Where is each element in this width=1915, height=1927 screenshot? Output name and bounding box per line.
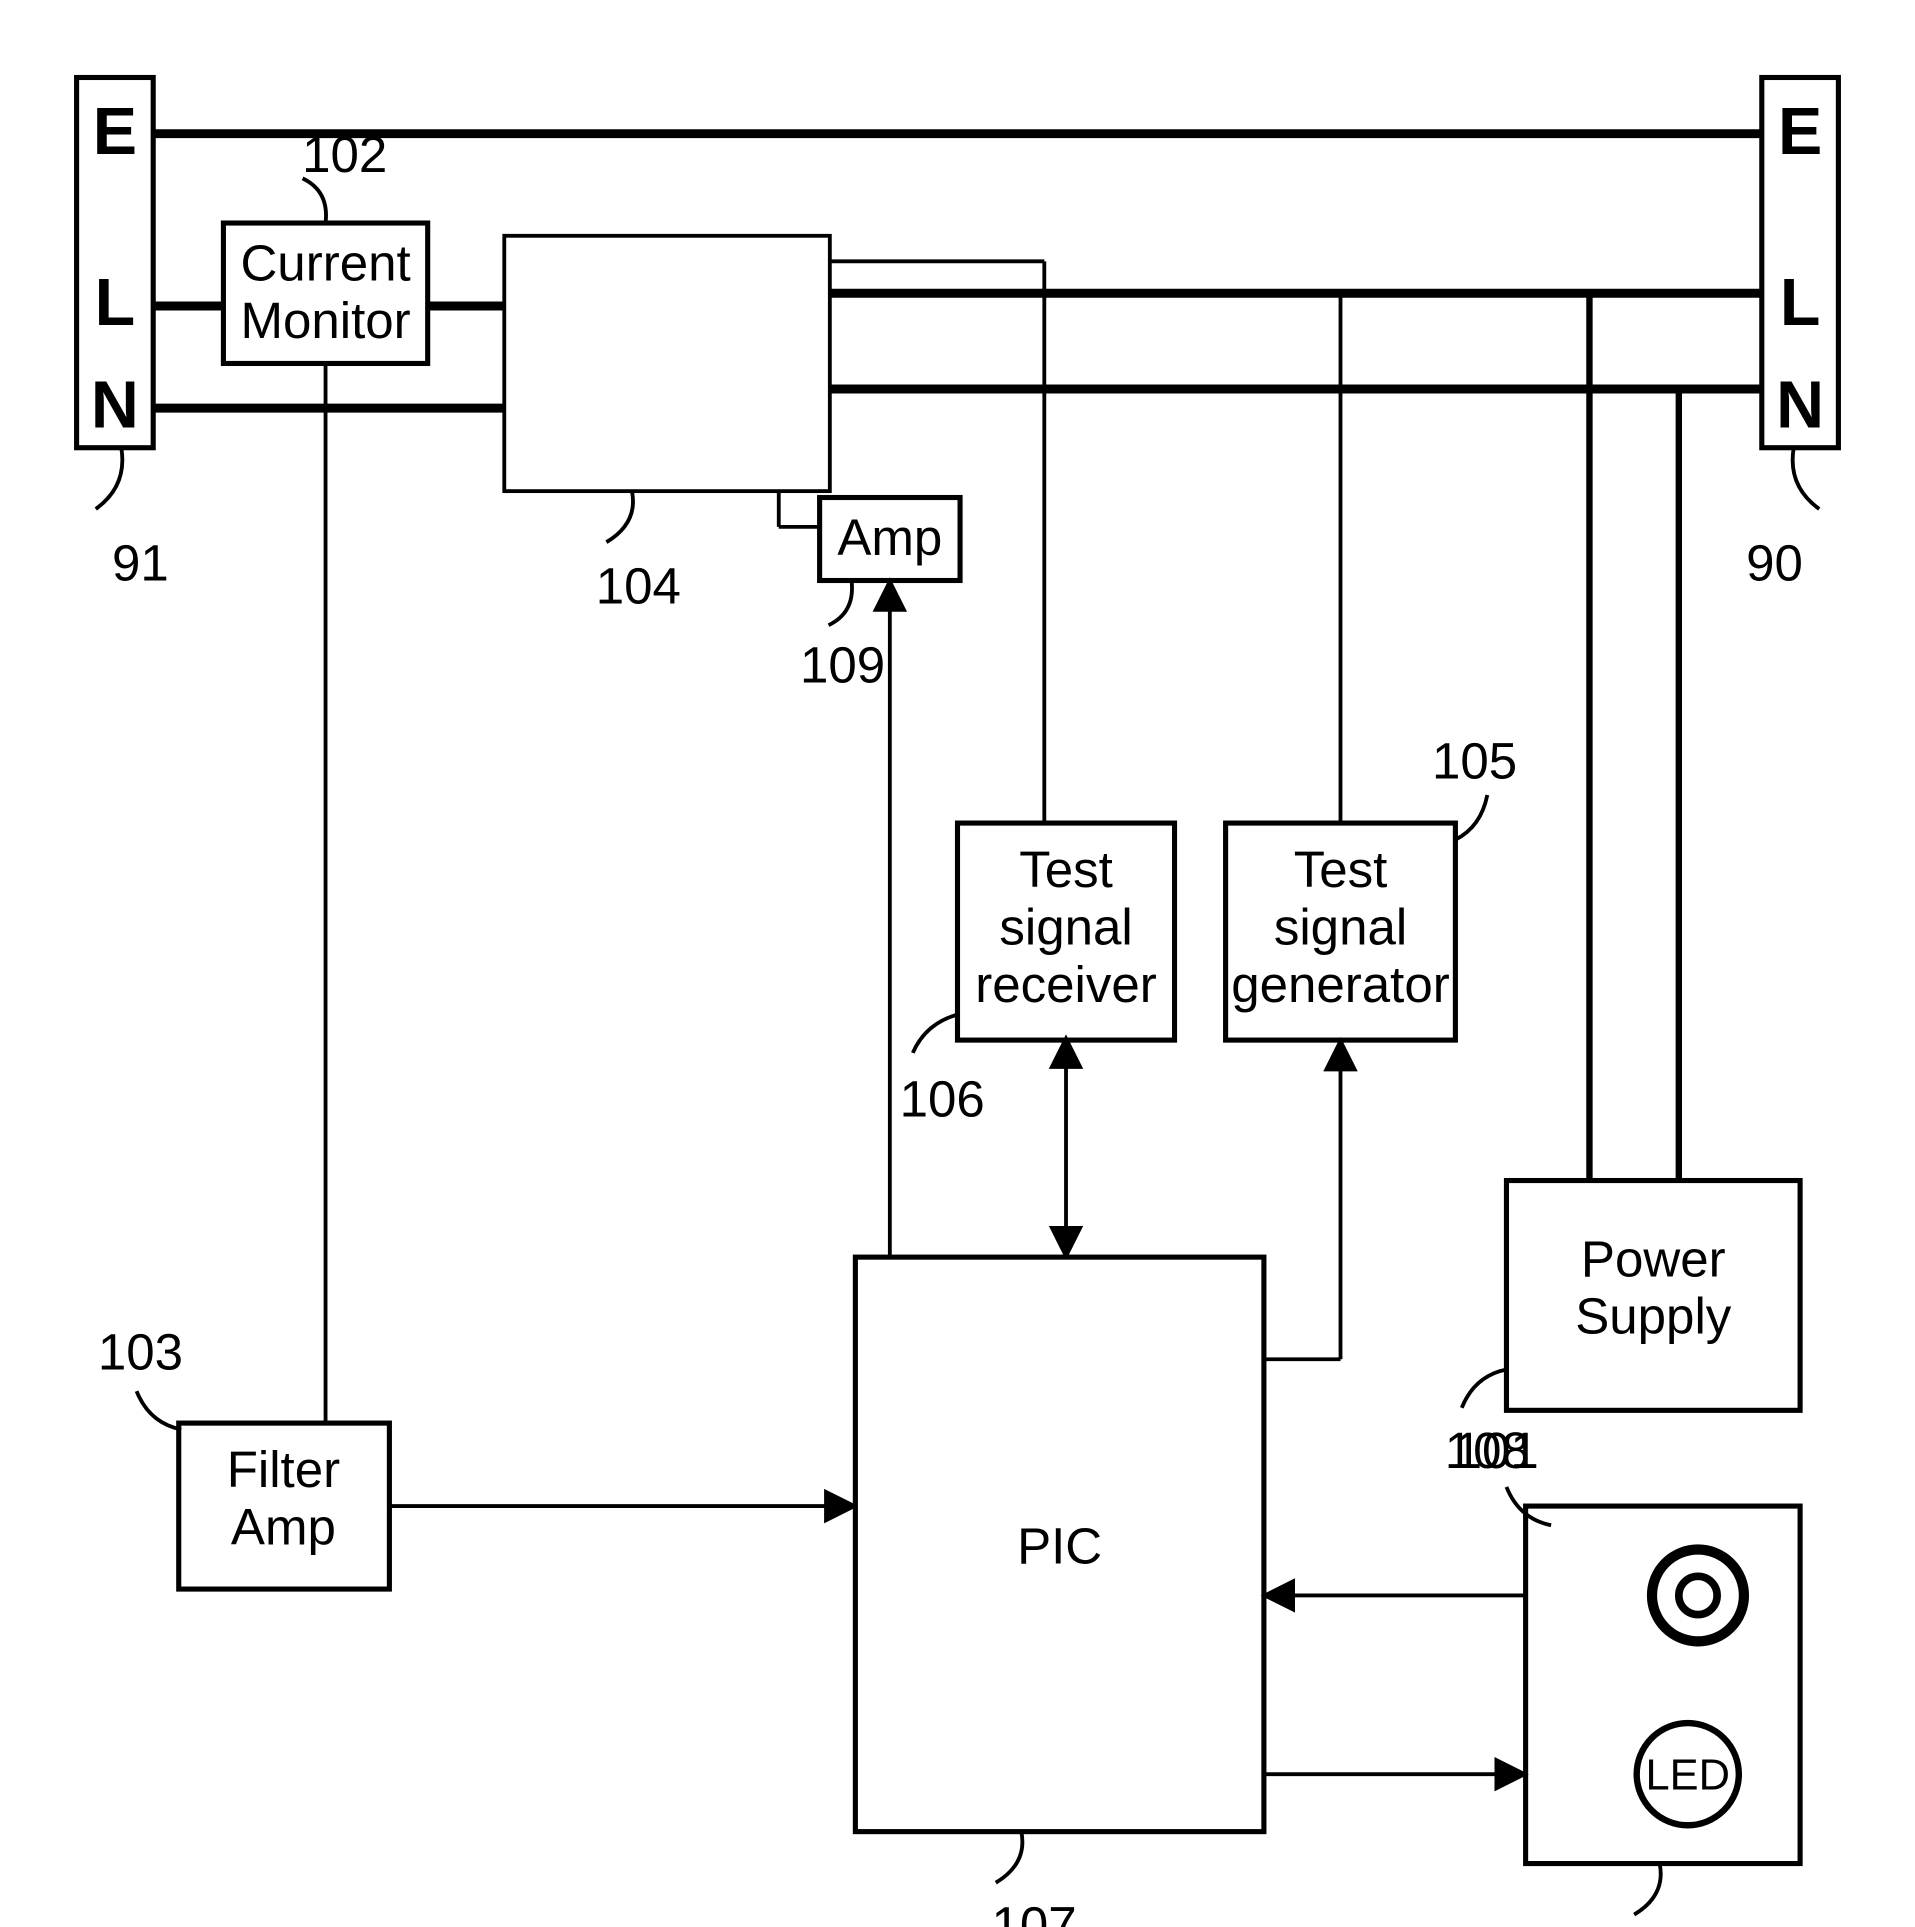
test-gen-l2: signal [1274,898,1407,955]
leader-104 [606,491,633,542]
current-monitor-label-2: Monitor [240,292,410,349]
ref-91: 91 [112,535,169,592]
ps-l1: Power [1581,1230,1726,1287]
ref-90: 90 [1746,535,1803,592]
test-rx-l2: signal [999,898,1132,955]
leader-103 [137,1391,182,1429]
leader-90 [1793,448,1820,509]
leader-107 [996,1832,1023,1883]
leader-101 [1462,1369,1507,1407]
current-monitor-label-1: Current [240,234,410,291]
leader-102 [303,178,326,223]
leader-109 [829,581,852,626]
left-terminal-l: L [95,266,136,340]
button-inner [1679,1576,1717,1614]
right-terminal-e: E [1778,95,1822,169]
ref-109: 109 [800,637,885,694]
leader-105 [1455,795,1487,840]
pic-label: PIC [1017,1518,1102,1575]
relay-box [504,236,830,491]
ref-102: 102 [302,126,387,183]
test-rx-l1: Test [1019,841,1113,898]
ref-107: 107 [992,1897,1077,1927]
ref-108: 108 [1445,1422,1530,1479]
test-gen-l1: Test [1294,841,1388,898]
ref-106: 106 [900,1071,985,1128]
ref-103: 103 [98,1323,183,1380]
diagram-canvas: E L N E L N 91 90 Current Monitor 102 10… [0,0,1915,1927]
ps-l2: Supply [1575,1288,1732,1345]
filter-amp-l1: Filter [227,1441,340,1498]
left-terminal-n: N [91,368,139,442]
right-terminal-n: N [1776,368,1824,442]
test-gen-l3: generator [1231,956,1450,1013]
right-terminal-l: L [1780,266,1821,340]
amp-label: Amp [837,509,942,566]
test-rx-l3: receiver [975,956,1157,1013]
leader-106 [913,1015,958,1053]
leader-110 [1634,1864,1661,1915]
ref-104: 104 [596,557,681,614]
left-terminal-e: E [93,95,137,169]
leader-91 [96,448,123,509]
ref-105: 105 [1432,732,1517,789]
filter-amp-l2: Amp [231,1498,336,1555]
led-label: LED [1646,1752,1730,1800]
